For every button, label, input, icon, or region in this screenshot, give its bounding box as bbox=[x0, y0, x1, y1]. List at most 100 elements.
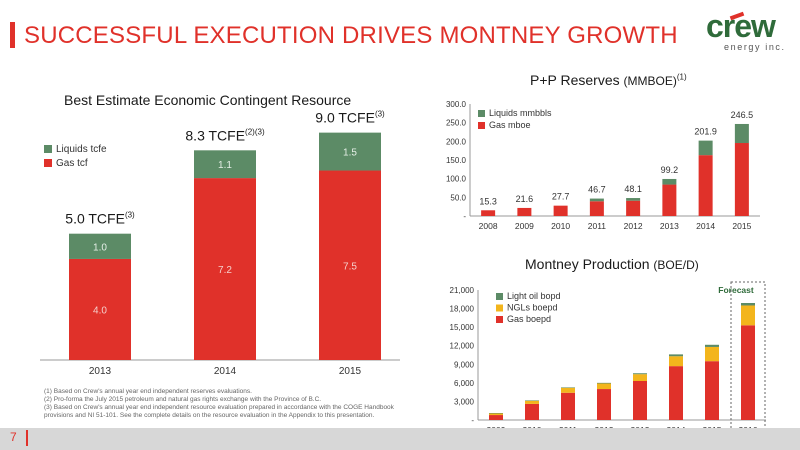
reserves-bar bbox=[517, 207, 532, 216]
reserves-legend-swatch bbox=[478, 122, 485, 129]
production-bar bbox=[669, 366, 683, 420]
page-number-divider bbox=[26, 430, 28, 446]
production-chart-title: Montney Production (BOE/D) bbox=[525, 256, 699, 272]
production-bar bbox=[597, 389, 611, 420]
reserves-legend-label: Gas mboe bbox=[489, 120, 531, 130]
reserves-x-tick: 2011 bbox=[588, 221, 607, 231]
reserves-bar bbox=[626, 200, 641, 216]
footnote-2: (2) Pro-forma the July 2015 petroleum an… bbox=[44, 396, 322, 403]
reserves-total-label: 201.9 bbox=[694, 127, 717, 137]
contingent-legend-label: Gas tcf bbox=[56, 158, 88, 169]
contingent-x-tick: 2015 bbox=[339, 366, 362, 377]
production-bar bbox=[669, 356, 683, 367]
reserves-total-label: 48.1 bbox=[624, 184, 642, 194]
reserves-total-label: 27.7 bbox=[552, 192, 570, 202]
contingent-bar bbox=[69, 233, 131, 259]
reserves-x-tick: 2009 bbox=[515, 221, 534, 231]
reserves-y-tick: - bbox=[463, 212, 466, 221]
contingent-data-label: 4.0 bbox=[93, 305, 107, 316]
reserves-total-label: 15.3 bbox=[479, 196, 497, 206]
reserves-x-tick: 2008 bbox=[479, 221, 498, 231]
page-number: 7 bbox=[10, 430, 17, 444]
contingent-data-label: 1.0 bbox=[93, 242, 107, 253]
production-y-tick: 3,000 bbox=[454, 397, 475, 406]
production-legend-swatch bbox=[496, 316, 503, 323]
production-bar bbox=[669, 354, 683, 357]
production-legend-label: NGLs boepd bbox=[507, 303, 558, 313]
reserves-bar bbox=[662, 178, 677, 185]
contingent-total-label: 5.0 TCFE(3) bbox=[65, 211, 135, 227]
contingent-data-label: 1.1 bbox=[218, 160, 232, 171]
production-y-tick: 15,000 bbox=[450, 323, 475, 332]
production-legend-swatch bbox=[496, 304, 503, 312]
contingent-total-label: 8.3 TCFE(2)(3) bbox=[185, 127, 265, 143]
production-bar bbox=[597, 383, 611, 390]
contingent-x-tick: 2014 bbox=[214, 366, 237, 377]
contingent-chart-title: Best Estimate Economic Contingent Resour… bbox=[64, 92, 352, 108]
production-bar bbox=[525, 403, 539, 420]
production-bar bbox=[705, 361, 719, 420]
contingent-legend-label: Liquids tcfe bbox=[56, 144, 107, 155]
production-y-tick: 18,000 bbox=[450, 305, 475, 314]
production-bar bbox=[525, 400, 539, 404]
reserves-title-main: P+P Reserves bbox=[530, 72, 624, 88]
reserves-bar bbox=[662, 184, 677, 216]
reserves-total-label: 46.7 bbox=[588, 185, 606, 195]
reserves-x-tick: 2015 bbox=[732, 221, 751, 231]
reserves-y-tick: 50.0 bbox=[450, 193, 466, 202]
production-bar bbox=[633, 381, 647, 420]
reserves-x-tick: 2012 bbox=[624, 221, 643, 231]
reserves-y-tick: 150.0 bbox=[446, 156, 467, 165]
reserves-y-tick: 100.0 bbox=[446, 175, 467, 184]
production-legend-label: Gas boepd bbox=[507, 314, 551, 324]
reserves-bar bbox=[589, 201, 604, 216]
production-bar bbox=[705, 346, 719, 362]
production-bar bbox=[741, 305, 755, 326]
contingent-x-tick: 2013 bbox=[89, 366, 112, 377]
production-legend-label: Light oil bopd bbox=[507, 291, 561, 301]
production-bar bbox=[741, 325, 755, 420]
footer-bar bbox=[0, 428, 800, 450]
reserves-chart-title: P+P Reserves (MMBOE)(1) bbox=[530, 72, 687, 88]
production-y-tick: 6,000 bbox=[454, 379, 475, 388]
production-bar bbox=[705, 344, 719, 347]
production-bar bbox=[597, 382, 611, 384]
footnotes: (1) Based on Crew's annual year end inde… bbox=[44, 388, 424, 420]
production-bar bbox=[489, 415, 503, 420]
contingent-bar bbox=[194, 150, 256, 179]
reserves-bar bbox=[698, 140, 713, 156]
footnote-3: (3) Based on Crew's annual year end inde… bbox=[44, 404, 394, 419]
production-title-main: Montney Production bbox=[525, 256, 654, 272]
contingent-data-label: 7.2 bbox=[218, 265, 232, 276]
reserves-bar bbox=[734, 143, 749, 216]
contingent-legend-swatch bbox=[44, 159, 52, 167]
contingent-data-label: 1.5 bbox=[343, 148, 357, 159]
reserves-x-tick: 2010 bbox=[551, 221, 570, 231]
reserves-y-tick: 300.0 bbox=[446, 100, 467, 109]
production-bar bbox=[633, 374, 647, 381]
production-legend-swatch bbox=[496, 293, 503, 300]
reserves-total-label: 246.5 bbox=[731, 110, 754, 120]
contingent-legend-swatch bbox=[44, 145, 52, 153]
forecast-annotation: Forecast bbox=[718, 285, 754, 295]
reserves-bar bbox=[553, 205, 568, 216]
reserves-bar bbox=[734, 123, 749, 144]
contingent-data-label: 7.5 bbox=[343, 261, 357, 272]
production-y-tick: 9,000 bbox=[454, 360, 475, 369]
production-title-unit: (BOE/D) bbox=[653, 258, 699, 272]
slide-title: SUCCESSFUL EXECUTION DRIVES MONTNEY GROW… bbox=[24, 22, 678, 49]
reserves-legend-swatch bbox=[478, 110, 485, 117]
production-bar bbox=[741, 303, 755, 306]
production-y-tick: 12,000 bbox=[450, 342, 475, 351]
reserves-y-tick: 200.0 bbox=[446, 137, 467, 146]
production-bar bbox=[489, 413, 503, 416]
reserves-total-label: 99.2 bbox=[661, 165, 679, 175]
reserves-title-unit: (MMBOE) bbox=[623, 74, 677, 88]
logo-subtitle: energy inc. bbox=[724, 42, 786, 52]
reserves-x-tick: 2014 bbox=[696, 221, 715, 231]
production-y-tick: - bbox=[471, 416, 474, 425]
reserves-bar bbox=[698, 155, 713, 216]
production-bar bbox=[633, 373, 647, 375]
reserves-x-tick: 2013 bbox=[660, 221, 679, 231]
